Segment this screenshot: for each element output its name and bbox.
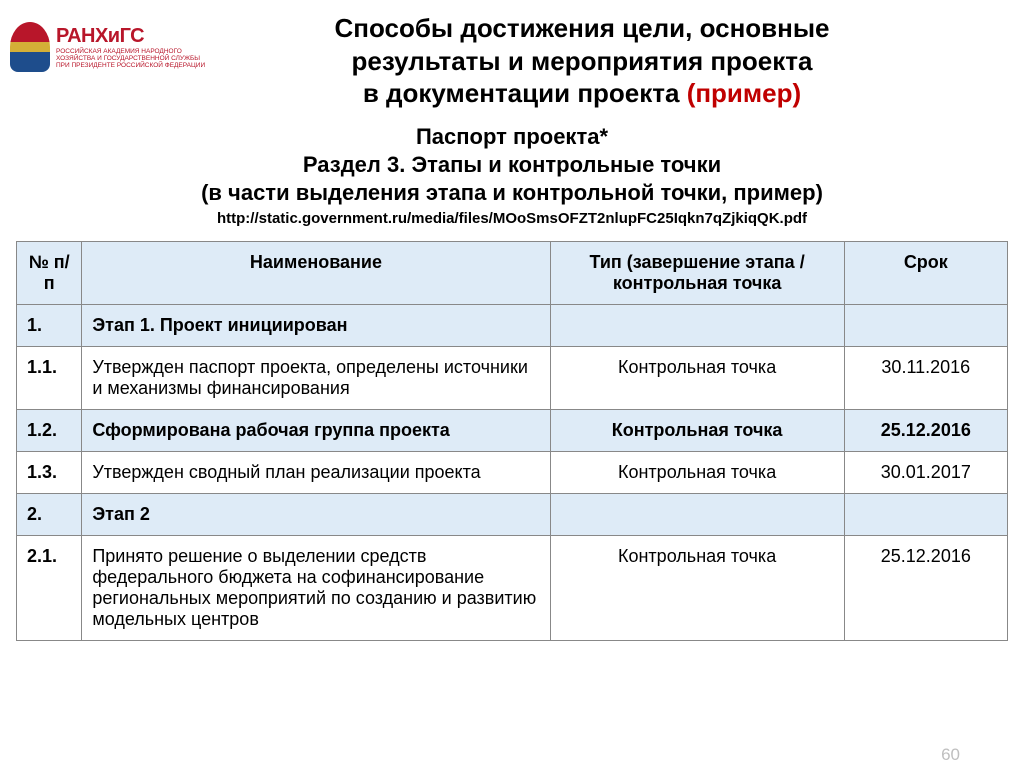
title-line-2: результаты и мероприятия проекта	[200, 45, 964, 78]
title-line-3-highlight: (пример)	[687, 78, 801, 108]
table-row: 1.2.Сформирована рабочая группа проектаК…	[17, 409, 1008, 451]
cell-num: 2.	[17, 493, 82, 535]
cell-num: 1.3.	[17, 451, 82, 493]
th-name: Наименование	[82, 241, 550, 304]
cell-num: 1.2.	[17, 409, 82, 451]
table-row: 1.Этап 1. Проект инициирован	[17, 304, 1008, 346]
table-row: 1.3.Утвержден сводный план реализации пр…	[17, 451, 1008, 493]
emblem-icon	[10, 22, 50, 72]
cell-name: Утвержден сводный план реализации проект…	[82, 451, 550, 493]
table-row: 1.1.Утвержден паспорт проекта, определен…	[17, 346, 1008, 409]
th-num: № п/п	[17, 241, 82, 304]
cell-num: 2.1.	[17, 535, 82, 640]
cell-name: Сформирована рабочая группа проекта	[82, 409, 550, 451]
cell-num: 1.	[17, 304, 82, 346]
title-line-3: в документации проекта (пример)	[200, 77, 964, 110]
cell-type	[550, 493, 844, 535]
cell-type	[550, 304, 844, 346]
table-body: 1.Этап 1. Проект инициирован1.1.Утвержде…	[17, 304, 1008, 640]
subtitle-block: Паспорт проекта* Раздел 3. Этапы и контр…	[0, 124, 1024, 227]
logo-sub-text: РОССИЙСКАЯ АКАДЕМИЯ НАРОДНОГО ХОЗЯЙСТВА …	[56, 48, 206, 69]
cell-name: Принято решение о выделении средств феде…	[82, 535, 550, 640]
stages-table: № п/п Наименование Тип (завершение этапа…	[16, 241, 1008, 641]
subtitle-3: (в части выделения этапа и контрольной т…	[40, 180, 984, 206]
th-type: Тип (завершение этапа /контрольная точка	[550, 241, 844, 304]
th-date: Срок	[844, 241, 1007, 304]
logo-block: РАНХиГС РОССИЙСКАЯ АКАДЕМИЯ НАРОДНОГО ХО…	[10, 22, 206, 72]
cell-num: 1.1.	[17, 346, 82, 409]
table-header-row: № п/п Наименование Тип (завершение этапа…	[17, 241, 1008, 304]
cell-type: Контрольная точка	[550, 451, 844, 493]
cell-type: Контрольная точка	[550, 535, 844, 640]
subtitle-2: Раздел 3. Этапы и контрольные точки	[40, 152, 984, 178]
source-url: http://static.government.ru/media/files/…	[40, 210, 984, 227]
title-line-1: Способы достижения цели, основные	[200, 12, 964, 45]
table-row: 2.Этап 2	[17, 493, 1008, 535]
slide-title: Способы достижения цели, основные резуль…	[200, 12, 964, 110]
subtitle-1: Паспорт проекта*	[40, 124, 984, 150]
page-number: 60	[941, 745, 960, 765]
cell-date: 25.12.2016	[844, 535, 1007, 640]
cell-name: Этап 2	[82, 493, 550, 535]
cell-name: Утвержден паспорт проекта, определены ис…	[82, 346, 550, 409]
table-row: 2.1.Принято решение о выделении средств …	[17, 535, 1008, 640]
logo-text: РАНХиГС РОССИЙСКАЯ АКАДЕМИЯ НАРОДНОГО ХО…	[56, 25, 206, 69]
cell-date: 25.12.2016	[844, 409, 1007, 451]
cell-type: Контрольная точка	[550, 346, 844, 409]
cell-date	[844, 304, 1007, 346]
title-line-3-prefix: в документации проекта	[363, 78, 687, 108]
logo-main-text: РАНХиГС	[56, 25, 206, 48]
cell-date: 30.11.2016	[844, 346, 1007, 409]
cell-date: 30.01.2017	[844, 451, 1007, 493]
cell-date	[844, 493, 1007, 535]
cell-name: Этап 1. Проект инициирован	[82, 304, 550, 346]
cell-type: Контрольная точка	[550, 409, 844, 451]
